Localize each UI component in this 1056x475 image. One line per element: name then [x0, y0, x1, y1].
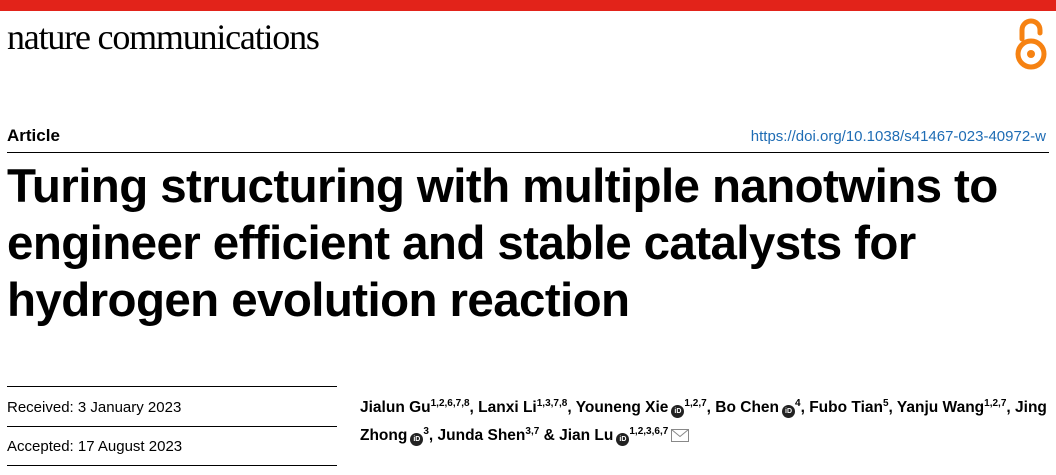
author-item[interactable]: Junda Shen3,7 — [437, 425, 540, 444]
author-name[interactable]: Jing Zhong — [360, 399, 1047, 444]
author-separator: , — [469, 399, 479, 416]
author-item[interactable]: Yanju Wang1,2,7 — [896, 397, 1007, 416]
author-affiliation: 3,7 — [525, 425, 540, 437]
author-affiliation: 1,2,3,6,7 — [629, 425, 669, 437]
author-name[interactable]: Lanxi Li — [478, 399, 537, 416]
author-name[interactable]: Jian Lu — [559, 427, 614, 444]
author-affiliation: 4 — [795, 397, 801, 409]
dates-divider-bottom — [7, 465, 337, 466]
author-item[interactable]: Jialun Gu1,2,6,7,8 — [360, 397, 470, 416]
author-separator: , — [800, 399, 810, 416]
orcid-icon[interactable]: iD — [410, 433, 424, 446]
author-separator: , — [1006, 399, 1016, 416]
journal-name[interactable]: nature communications — [7, 17, 320, 57]
author-affiliation: 3 — [423, 425, 429, 437]
author-name[interactable]: Junda Shen — [437, 427, 526, 444]
author-affiliation: 1,2,6,7,8 — [430, 397, 470, 409]
author-name[interactable]: Jialun Gu — [360, 399, 431, 416]
article-title: Turing structuring with multiple nanotwi… — [7, 160, 998, 327]
author-affiliation: 1,2,7 — [984, 397, 1007, 409]
author-item[interactable]: Lanxi Li1,3,7,8 — [478, 397, 568, 416]
accepted-date: Accepted: 17 August 2023 — [7, 438, 183, 455]
dates-divider-middle — [7, 426, 337, 427]
author-separator: , — [567, 399, 576, 416]
author-name[interactable]: Yanju Wang — [896, 399, 985, 416]
orcid-icon[interactable]: iD — [616, 433, 630, 446]
author-affiliation: 1,2,7 — [684, 397, 707, 409]
dates-divider-top — [7, 386, 337, 387]
received-date: Received: 3 January 2023 — [7, 399, 182, 416]
doi-link[interactable]: https://doi.org/10.1038/s41467-023-40972… — [750, 128, 1046, 145]
author-item[interactable]: Fubo Tian5 — [809, 397, 889, 416]
orcid-icon[interactable]: iD — [671, 405, 685, 418]
author-separator: , — [428, 427, 438, 444]
article-type-label: Article — [7, 126, 60, 145]
author-item[interactable]: Youneng Xie iD1,2,7 — [575, 397, 707, 418]
author-affiliation: 1,3,7,8 — [536, 397, 568, 409]
author-list: Jialun Gu1,2,6,7,8, Lanxi Li1,3,7,8, You… — [360, 394, 1050, 450]
orcid-icon[interactable]: iD — [782, 405, 796, 418]
author-separator: , — [706, 399, 716, 416]
author-affiliation: 5 — [882, 397, 889, 409]
author-name[interactable]: Fubo Tian — [809, 399, 883, 416]
author-name[interactable]: Bo Chen — [715, 399, 780, 416]
author-name[interactable]: Youneng Xie — [575, 399, 669, 416]
author-item[interactable]: Jian Lu iD1,2,3,6,7 — [559, 425, 690, 446]
email-icon[interactable] — [671, 429, 690, 442]
header-divider — [7, 152, 1049, 153]
author-separator: , — [888, 399, 897, 416]
author-item[interactable]: Jing Zhong iD3 — [360, 399, 1047, 446]
author-item[interactable]: Bo Chen iD4 — [715, 397, 801, 418]
journal-accent-bar — [0, 0, 1056, 11]
open-access-icon — [1015, 18, 1047, 70]
author-separator-and: & — [539, 427, 560, 444]
